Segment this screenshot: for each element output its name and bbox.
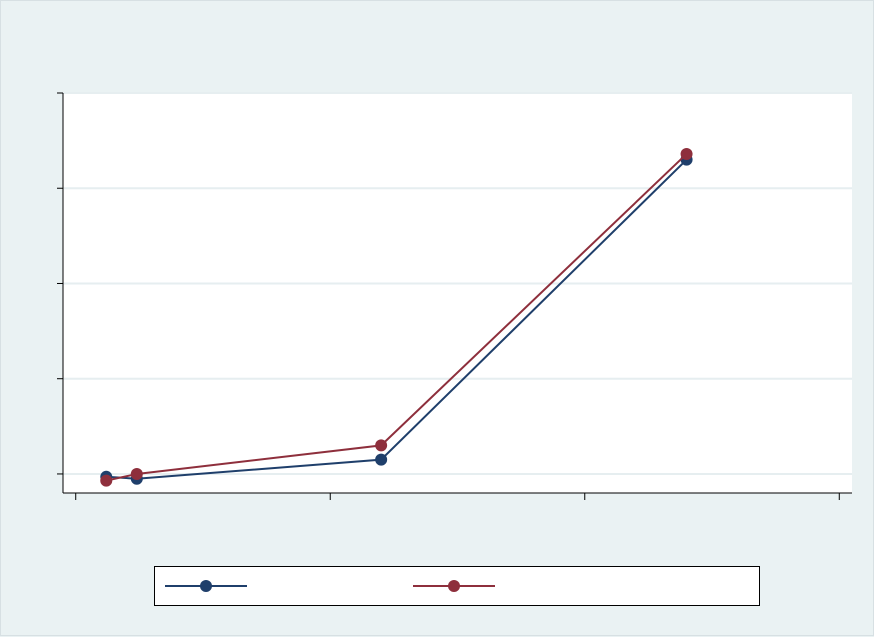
legend <box>154 566 760 606</box>
series-line-1 <box>106 153 688 482</box>
series-1-point-3 <box>680 147 693 160</box>
series-1-point-0 <box>100 474 113 487</box>
gridlines <box>63 92 852 475</box>
plot-area <box>63 93 852 493</box>
series-0-point-2 <box>375 453 388 466</box>
series-1-point-1 <box>130 467 143 480</box>
legend-key-marker-1 <box>448 580 460 592</box>
legend-key-marker-0 <box>200 580 212 592</box>
series-layer <box>100 147 693 487</box>
axes <box>57 92 852 500</box>
series-1-point-2 <box>375 439 388 452</box>
legend-keys <box>165 580 495 592</box>
